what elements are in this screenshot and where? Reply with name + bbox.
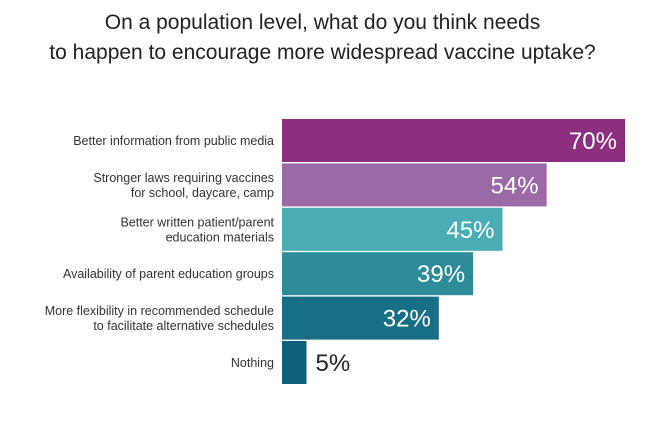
bar-3	[282, 252, 474, 296]
bar-1	[282, 163, 547, 207]
category-label-2: Better written patient/parent education m…	[120, 215, 274, 244]
value-label-3: 39%	[417, 261, 465, 288]
value-label-2: 45%	[446, 217, 494, 244]
value-label-1: 54%	[491, 172, 539, 199]
bar-4	[282, 296, 439, 340]
value-label-0: 70%	[569, 128, 617, 155]
category-label-0: Better information from public media	[73, 134, 274, 148]
chart-title-line-2: to happen to encourage more widespread v…	[49, 41, 596, 64]
bar-2	[282, 207, 503, 251]
category-label-3: Availability of parent education groups	[63, 267, 274, 281]
category-label-1: Stronger laws requiring vaccines for scho…	[93, 171, 274, 200]
category-label-4: More flexibility in recommended schedule…	[45, 304, 274, 333]
value-label-5: 5%	[316, 350, 351, 377]
value-label-4: 32%	[383, 306, 431, 333]
chart-title: On a population level, what do you think…	[0, 8, 645, 68]
chart-title-line-1: On a population level, what do you think…	[104, 11, 541, 34]
bar-5	[282, 341, 307, 384]
bar-0	[282, 119, 625, 162]
category-label-5: Nothing	[231, 356, 274, 370]
